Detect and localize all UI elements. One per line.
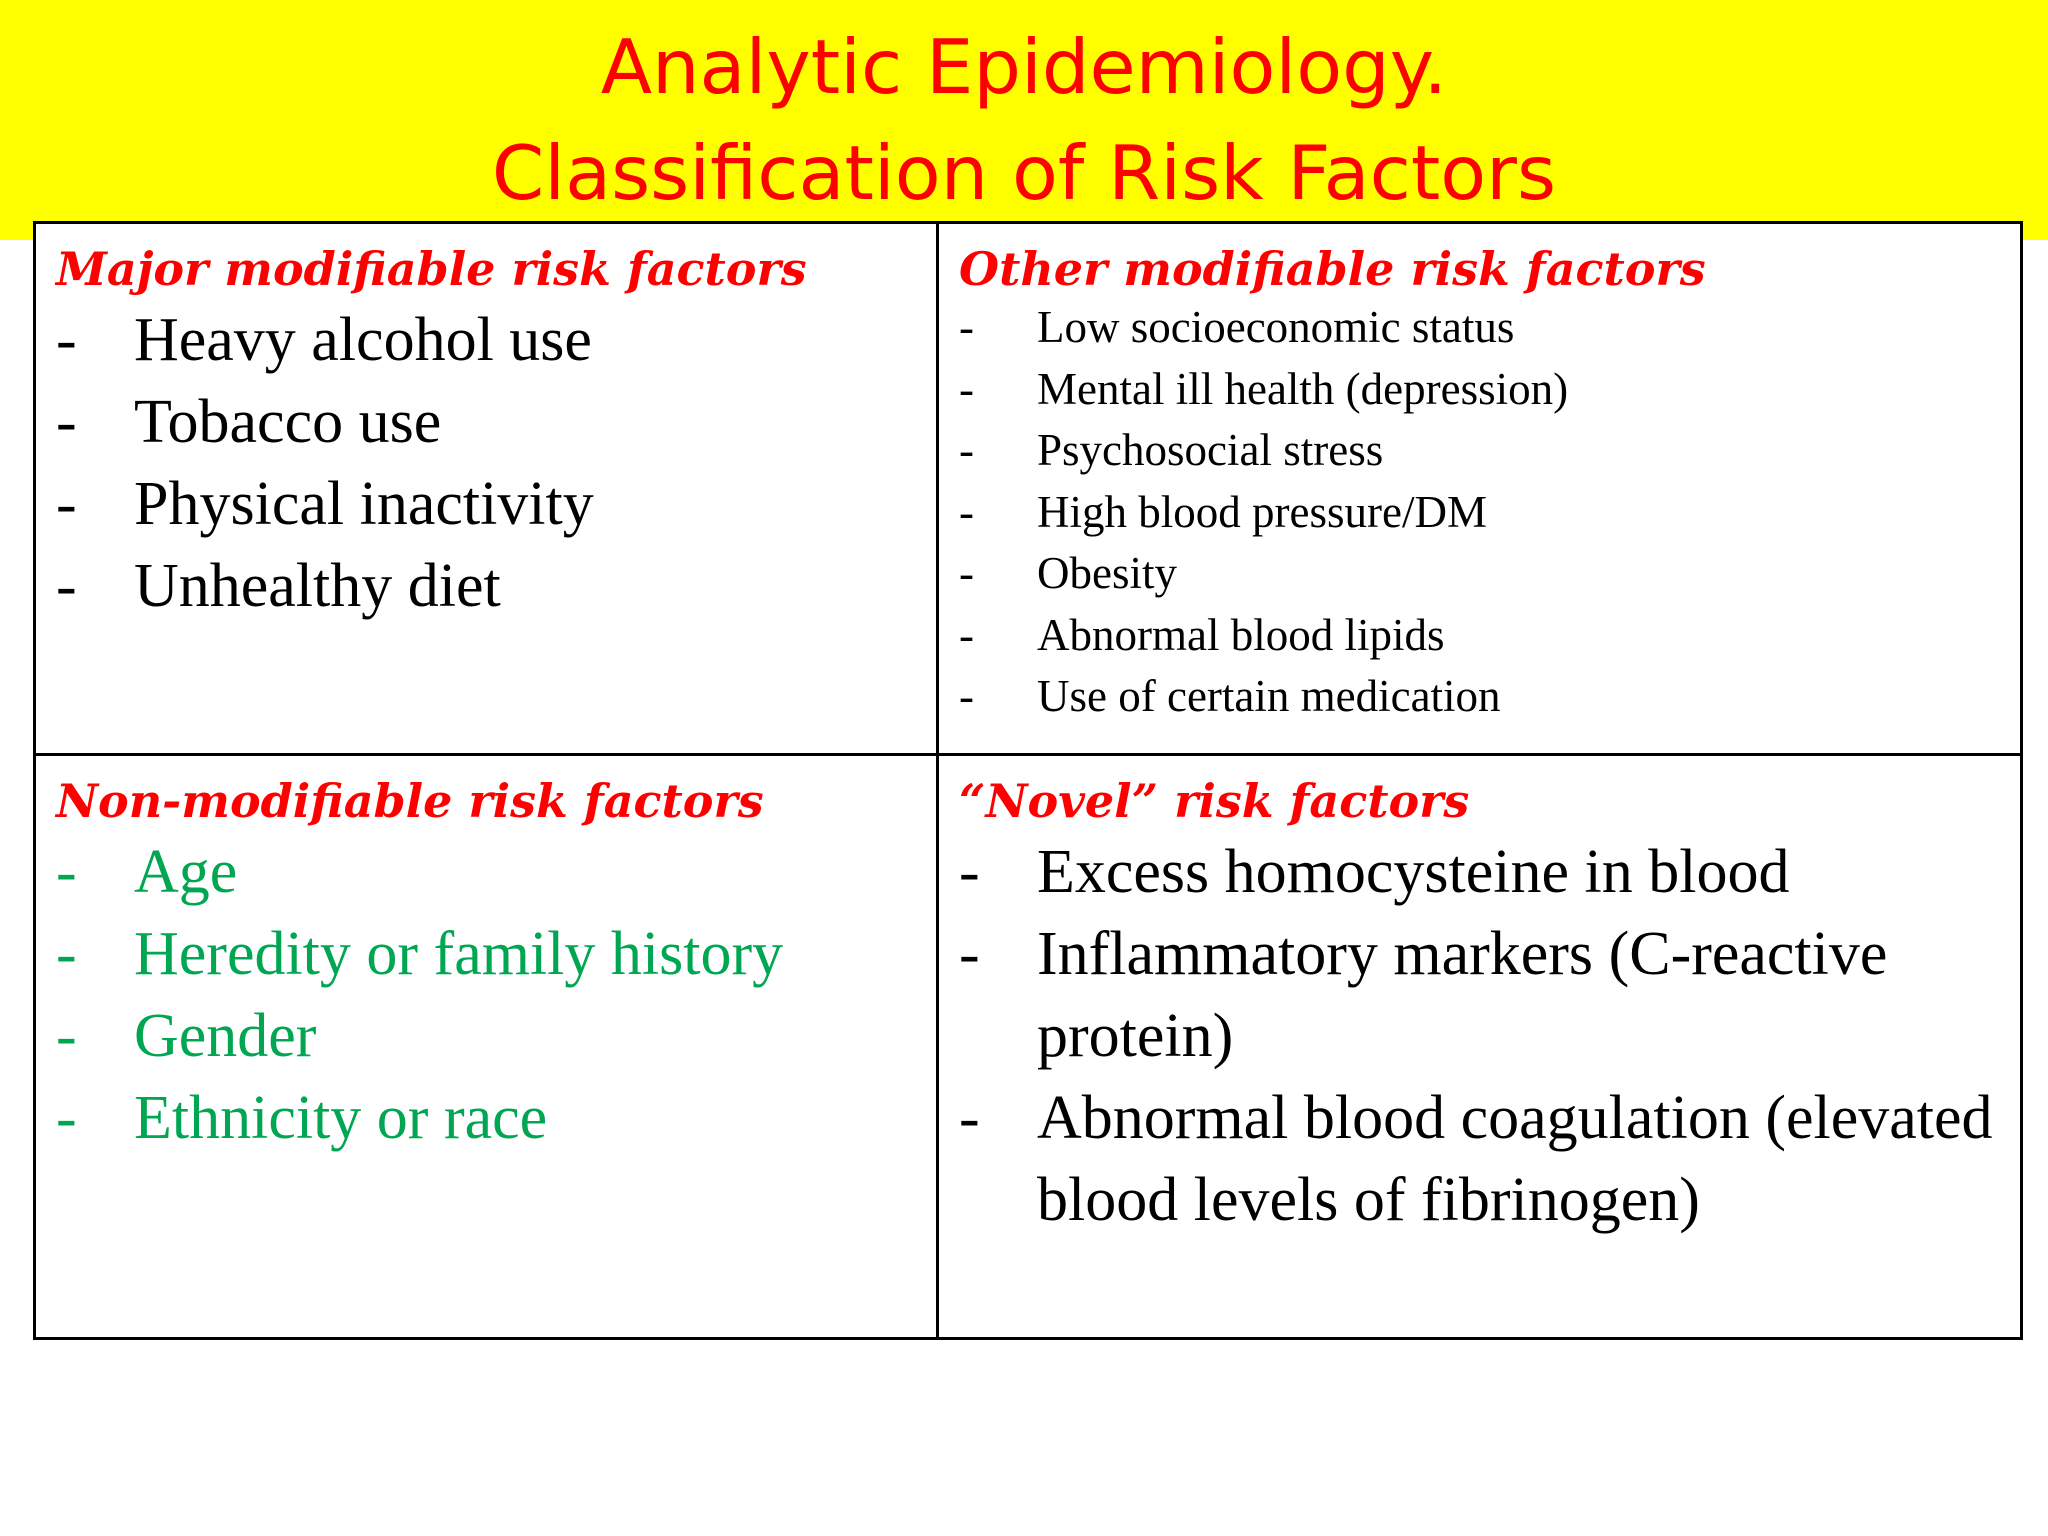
bullet-dash: - <box>56 388 77 457</box>
bullet-dash: - <box>959 1084 980 1153</box>
list-other-modifiable: - Low socioeconomic status - Mental ill he… <box>959 297 2006 728</box>
list-item-text: Inflammatory markers (C-reactive protein… <box>1037 920 1888 1071</box>
list-item-text: Tobacco use <box>134 388 442 457</box>
list-item: - Ethnicity or race <box>56 1077 922 1159</box>
heading-non-modifiable: Non-modifiable risk factors <box>56 774 764 828</box>
list-item-text: Age <box>134 838 238 907</box>
list-item-text: Unhealthy diet <box>134 552 501 621</box>
bullet-dash: - <box>959 838 980 907</box>
list-item-text: Ethnicity or race <box>134 1084 548 1153</box>
list-item-text: Obesity <box>1037 548 1177 599</box>
list-item: - Unhealthy diet <box>56 545 922 627</box>
bullet-dash: - <box>959 486 974 537</box>
bullet-dash: - <box>56 838 77 907</box>
bullet-dash: - <box>56 920 77 989</box>
list-item: - Inflammatory markers (C-reactive protei… <box>959 913 2006 1077</box>
risk-factor-table: Major modifiable risk factors - Heavy alc… <box>33 221 2023 1340</box>
bullet-dash: - <box>56 552 77 621</box>
list-item: - Gender <box>56 995 922 1077</box>
table-row: Major modifiable risk factors - Heavy alc… <box>33 221 2023 756</box>
list-item-text: Physical inactivity <box>134 470 594 539</box>
list-item-text: Mental ill health (depression) <box>1037 363 1569 414</box>
bullet-dash: - <box>959 548 974 599</box>
cell-other-modifiable: Other modifiable risk factors - Low socio… <box>936 221 2023 756</box>
slide-title-line-1: Analytic Epidemiology. <box>600 23 1448 111</box>
list-item-text: Low socioeconomic status <box>1037 302 1515 353</box>
list-item-text: Psychosocial stress <box>1037 425 1384 476</box>
list-novel: - Excess homocysteine in blood - Inflammat… <box>959 831 2006 1241</box>
bullet-dash: - <box>959 609 974 660</box>
bullet-dash: - <box>959 363 974 414</box>
bullet-dash: - <box>56 1084 77 1153</box>
bullet-dash: - <box>959 920 980 989</box>
heading-other-modifiable: Other modifiable risk factors <box>959 242 1706 296</box>
cell-major-modifiable: Major modifiable risk factors - Heavy alc… <box>33 221 939 756</box>
list-item: - Abnormal blood coagulation (elevated bl… <box>959 1077 2006 1241</box>
list-item: - Use of certain medication <box>959 666 2006 728</box>
list-item-text: Use of certain medication <box>1037 671 1501 722</box>
list-item: - Mental ill health (depression) <box>959 359 2006 421</box>
bullet-dash: - <box>959 302 974 353</box>
bullet-dash: - <box>959 671 974 722</box>
list-item-text: High blood pressure/DM <box>1037 486 1487 537</box>
list-item-text: Abnormal blood coagulation (elevated blo… <box>1037 1084 1993 1235</box>
slide-title-line-2: Classification of Risk Factors <box>491 129 1557 217</box>
cell-novel: “Novel” risk factors - Excess homocystein… <box>936 753 2023 1340</box>
bullet-dash: - <box>56 1002 77 1071</box>
cell-non-modifiable: Non-modifiable risk factors - Age - Heredi… <box>33 753 939 1340</box>
bullet-dash: - <box>56 470 77 539</box>
list-item: - Obesity <box>959 543 2006 605</box>
bullet-dash: - <box>959 425 974 476</box>
list-item: - Tobacco use <box>56 381 922 463</box>
list-item: - Age <box>56 831 922 913</box>
heading-novel: “Novel” risk factors <box>959 774 1470 828</box>
list-item: - Physical inactivity <box>56 463 922 545</box>
list-item-text: Abnormal blood lipids <box>1037 609 1445 660</box>
list-non-modifiable: - Age - Heredity or family history - Gender… <box>56 831 922 1159</box>
list-item: - Excess homocysteine in blood <box>959 831 2006 913</box>
list-item: - Abnormal blood lipids <box>959 605 2006 667</box>
bullet-dash: - <box>56 306 77 375</box>
heading-major-modifiable: Major modifiable risk factors <box>56 242 807 296</box>
list-item-text: Gender <box>134 1002 317 1071</box>
list-major-modifiable: - Heavy alcohol use - Tobacco use - Physica… <box>56 299 922 627</box>
list-item-text: Heavy alcohol use <box>134 306 592 375</box>
list-item-text: Heredity or family history <box>134 920 784 989</box>
title-band: Analytic Epidemiology. Classification of… <box>0 0 2048 240</box>
list-item: - Low socioeconomic status <box>959 297 2006 359</box>
list-item: - Heredity or family history <box>56 913 922 995</box>
list-item: - Psychosocial stress <box>959 420 2006 482</box>
table-row: Non-modifiable risk factors - Age - Heredi… <box>33 753 2023 1340</box>
list-item-text: Excess homocysteine in blood <box>1037 838 1790 907</box>
list-item: - Heavy alcohol use <box>56 299 922 381</box>
list-item: - High blood pressure/DM <box>959 482 2006 544</box>
